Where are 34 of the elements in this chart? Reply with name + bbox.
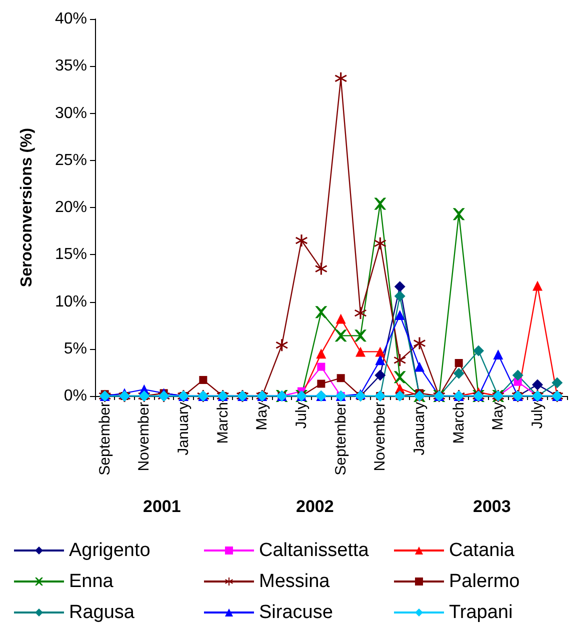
legend-label: Trapani — [449, 602, 513, 623]
legend-label: Catania — [449, 540, 515, 561]
text: 2001 — [143, 497, 181, 516]
x-tick-label: November — [372, 402, 389, 472]
y-tick-label: 0% — [64, 388, 87, 404]
x-tick-label: September — [332, 402, 350, 476]
text: 2002 — [296, 497, 334, 516]
y-tick-label: 15% — [54, 246, 87, 264]
legend-label: Ragusa — [69, 602, 135, 623]
x-tick-label: July — [293, 402, 310, 429]
x-tick-label: September — [96, 402, 114, 476]
x-tick-label: January — [411, 402, 428, 456]
legend-label: Agrigento — [69, 540, 150, 561]
legend-label: Messina — [259, 571, 330, 592]
x-tick-label: January — [175, 402, 192, 456]
legend-label: Caltanissetta — [259, 540, 370, 561]
x-tick-label: March — [450, 402, 468, 444]
y-tick-label: 25% — [54, 152, 87, 169]
y-tick-label: 5% — [64, 340, 87, 358]
x-tick-label: March — [214, 402, 232, 444]
x-tick-label: November — [136, 402, 153, 472]
y-tick-label: 10% — [54, 293, 87, 310]
legend-label: Palermo — [449, 571, 520, 592]
y-tick-label: 40% — [54, 10, 87, 28]
x-tick-label: May — [254, 402, 271, 430]
y-tick-label: 20% — [54, 199, 87, 216]
y-axis-title: Seroconversions (%) — [18, 128, 36, 288]
legend-label: Enna — [69, 571, 114, 592]
x-tick-label: July — [529, 402, 546, 429]
y-tick-label: 35% — [54, 58, 87, 75]
x-tick-label: May — [490, 402, 507, 430]
y-tick-label: 30% — [54, 104, 87, 122]
text: 2003 — [473, 497, 511, 516]
legend-label: Siracuse — [259, 602, 333, 623]
